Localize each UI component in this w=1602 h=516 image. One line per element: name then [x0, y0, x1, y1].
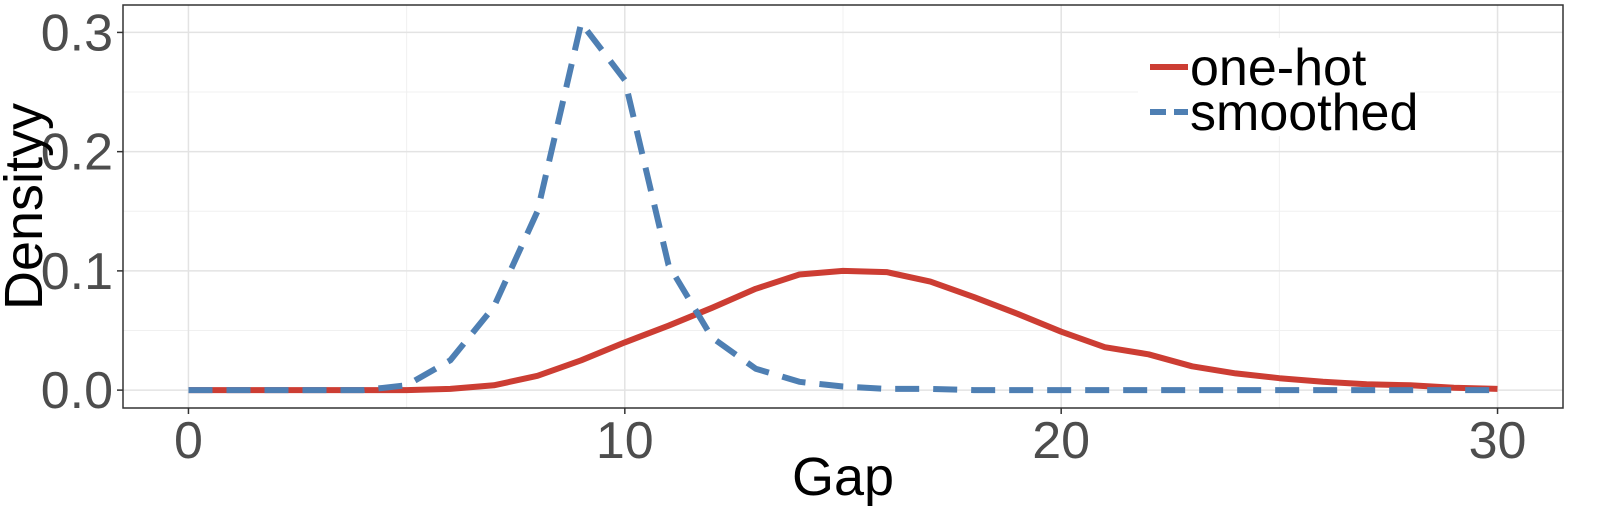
legend-background: [1138, 38, 1410, 136]
series-line-smoothed: [188, 19, 1498, 394]
x-tick-label: 10: [596, 412, 654, 470]
legend-label-one-hot: one-hot: [1190, 39, 1367, 97]
x-tick-label: 0: [174, 412, 203, 470]
x-tick-label: 20: [1032, 412, 1090, 470]
y-tick-label: 0.0: [41, 362, 113, 420]
series-layer: [188, 19, 1498, 394]
y-axis-title: Densityy: [0, 103, 54, 310]
y-tick-label: 0.2: [41, 124, 113, 182]
x-axis-title: Gap: [792, 447, 894, 507]
series-line-one-hot: [188, 267, 1498, 394]
x-tick-label: 30: [1469, 412, 1527, 470]
y-tick-label: 0.3: [41, 4, 113, 62]
legend-label-smoothed: smoothed: [1190, 84, 1418, 142]
legend: one-hot smoothed: [1138, 38, 1418, 142]
y-tick-label: 0.1: [41, 243, 113, 301]
axis-ticks: 0 10 20 30 0.0 0.1 0.2 0.3: [41, 4, 1527, 470]
plot-panel: [122, 4, 1564, 409]
